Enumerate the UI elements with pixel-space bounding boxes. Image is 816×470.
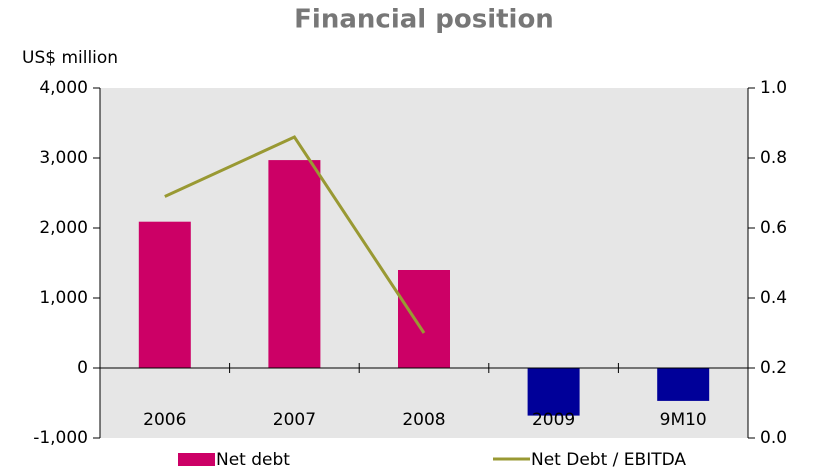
x-tick-label: 2007 (273, 410, 316, 430)
bar (657, 368, 710, 401)
y2-tick-label: 0.6 (760, 218, 787, 238)
x-tick-label: 2006 (143, 410, 186, 430)
y-tick-label: 1,000 (39, 288, 88, 308)
bar (268, 160, 321, 368)
chart-title: Financial position (294, 5, 554, 35)
y2-tick-label: 1.0 (760, 78, 787, 98)
y-tick-label: 0 (77, 358, 88, 378)
y-tick-label: 3,000 (39, 148, 88, 168)
line (164, 135, 426, 334)
y-tick-label: 4,000 (39, 78, 88, 98)
bar (138, 221, 191, 368)
bar (527, 368, 580, 416)
plot-area (100, 88, 748, 438)
y2-tick-label: 0.0 (760, 428, 787, 448)
y2-tick-label: 0.4 (760, 288, 787, 308)
x-tick-label: 9M10 (660, 410, 707, 430)
x-tick-label: 2008 (402, 410, 445, 430)
y2-tick-label: 0.8 (760, 148, 787, 168)
y-tick-label: 2,000 (39, 218, 88, 238)
y2-tick-label: 0.2 (760, 358, 787, 378)
x-tick-label: 2009 (532, 410, 575, 430)
legend-label: Net Debt / EBITDA (531, 450, 686, 470)
bar (398, 270, 450, 368)
y-tick-label: -1,000 (33, 428, 88, 448)
y-axis-label: US$ million (22, 48, 118, 68)
legend-swatch (178, 453, 215, 466)
legend-label: Net debt (216, 450, 290, 470)
